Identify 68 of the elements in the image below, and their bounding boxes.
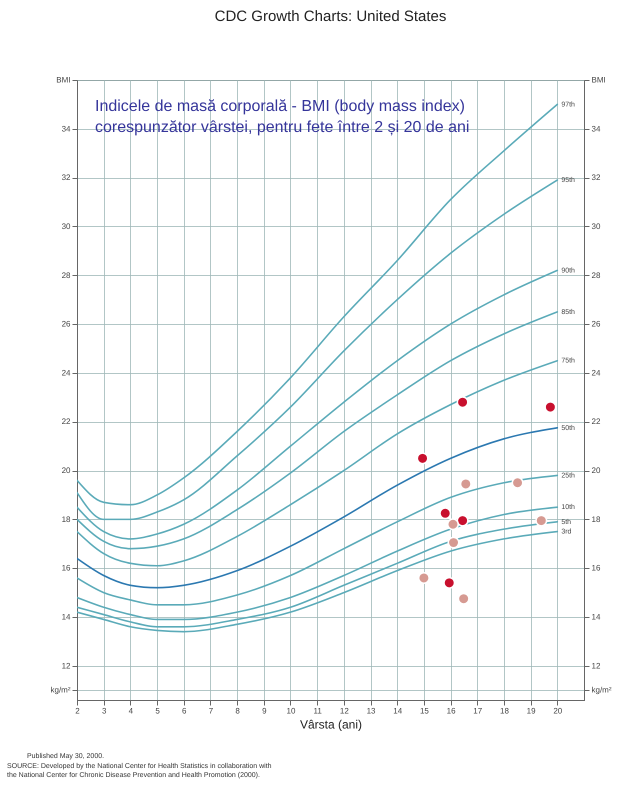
x-tick-label: 17 — [473, 706, 483, 716]
point — [416, 452, 429, 464]
y2-tick-label: 24 — [592, 368, 601, 378]
y-tick-label: 16 — [62, 564, 72, 573]
point — [512, 476, 524, 489]
y-tick-label: 24 — [62, 368, 72, 378]
line-series — [77, 506, 558, 620]
x-axis-title: Vârsta (ani) — [300, 718, 362, 732]
y2-tick-label: 18 — [592, 514, 601, 524]
x-tick-label: 16 — [446, 706, 456, 716]
annotation: Indicele de masă corporală - BMI (body mass index) corespunzător vârstei, pentru fete între 2 și 20 de ani — [95, 98, 470, 136]
y-tick-label: 12 — [62, 661, 72, 670]
point — [456, 514, 469, 527]
y2-tick-label: 20 — [592, 466, 601, 476]
y2-tick-label: 32 — [592, 173, 601, 182]
y-tick-label: BMI — [56, 76, 70, 84]
line-series — [77, 360, 558, 567]
x-tick-label: 9 — [262, 706, 268, 716]
x-tick-label: 20 — [553, 706, 563, 716]
x-tick-label: 19 — [526, 706, 536, 716]
point — [443, 576, 456, 589]
point — [456, 396, 469, 408]
y-tick-label: 32 — [62, 173, 72, 182]
x-tick-label: 5 — [155, 706, 160, 716]
y2-tick-label: 12 — [592, 661, 601, 670]
y2-tick-label: BMI — [592, 76, 606, 84]
x-tick-label: 14 — [393, 706, 403, 716]
y2-tick-label: 30 — [592, 222, 601, 231]
point — [458, 592, 470, 605]
line-series — [77, 270, 558, 540]
y2-tick-label: 26 — [592, 320, 601, 329]
x-tick-label: 8 — [235, 706, 240, 716]
line-series — [77, 427, 558, 589]
chart-title: CDC Growth Charts: United States — [214, 8, 446, 25]
x-tick-label: 15 — [420, 706, 430, 716]
y2-tick-label: kg/m² — [592, 686, 612, 695]
y-tick-label: 20 — [62, 466, 72, 476]
y-tick-label: 30 — [62, 222, 72, 231]
point — [418, 572, 430, 584]
x-tick-label: 11 — [314, 706, 322, 716]
x-tick-label: 18 — [500, 706, 510, 716]
y2-tick-label: 34 — [592, 124, 601, 134]
line-series — [77, 179, 558, 520]
point — [535, 514, 548, 527]
y-tick-label: 28 — [62, 270, 72, 280]
x-tick-label: 13 — [366, 706, 376, 716]
y2-tick-label: 14 — [592, 612, 601, 622]
y-tick-label: 18 — [62, 514, 72, 524]
x-tick-label: 12 — [340, 706, 350, 716]
y-tick-label: 14 — [62, 612, 72, 622]
y2-tick-label: 16 — [592, 564, 601, 573]
x-tick-label: 7 — [208, 706, 214, 716]
line-series — [77, 474, 558, 606]
y2-tick-label: 22 — [592, 417, 601, 426]
line-series — [77, 311, 558, 550]
x-tick-label: 3 — [102, 706, 107, 716]
y-tick-label: 26 — [62, 320, 72, 329]
x-tick-label: 2 — [75, 706, 80, 716]
point — [544, 401, 556, 414]
point — [448, 536, 460, 549]
y2-tick-label: 28 — [592, 270, 601, 280]
x-tick-label: 6 — [182, 706, 188, 716]
y-tick-label: kg/m² — [50, 686, 71, 695]
x-tick-label: 10 — [286, 706, 296, 716]
y-tick-label: 34 — [62, 124, 72, 134]
point — [439, 507, 452, 520]
x-tick-label: 4 — [128, 706, 134, 716]
y-tick-label: 22 — [62, 417, 72, 426]
